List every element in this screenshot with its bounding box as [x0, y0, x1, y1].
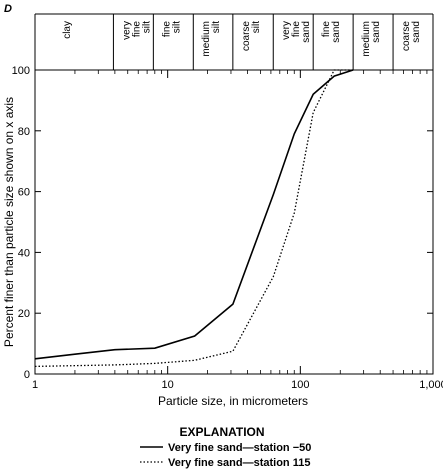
size-class-label: medium sand — [361, 21, 382, 57]
size-class-line: silt — [141, 21, 152, 33]
x-tick-label: 1 — [32, 379, 38, 391]
legend-label-1: Very fine sand—station −50 — [168, 442, 311, 454]
size-class-line: sand — [331, 21, 342, 43]
size-class-line: silt — [171, 21, 182, 33]
y-tick-label: 60 — [18, 187, 30, 199]
panel-label: D — [4, 3, 12, 15]
series-line-2 — [34, 69, 354, 368]
x-tick-label: 10 — [162, 379, 174, 391]
y-axis-title: Percent finer than particle size shown o… — [2, 97, 16, 347]
x-axis-title: Particle size, in micrometers — [158, 394, 308, 408]
size-class-line: sand — [411, 21, 422, 43]
size-class-line: coarse — [401, 21, 412, 51]
x-tick-label: 100 — [291, 379, 309, 391]
y-tick-label: 20 — [18, 308, 30, 320]
size-class-line: sand — [301, 21, 312, 43]
plot-frame — [34, 69, 434, 375]
size-class-line: very — [121, 21, 132, 40]
plot-axes: 1 10 100 1,000 0 20 40 60 80 100 — [12, 65, 443, 391]
legend-label-2: Very fine sand—station 115 — [168, 457, 310, 469]
size-class-label: clay — [62, 21, 73, 39]
y-tick-label: 80 — [18, 126, 30, 138]
size-class-label: coarse sand — [401, 21, 422, 51]
size-class-line: fine — [291, 21, 302, 38]
y-tick-label: 40 — [18, 247, 30, 259]
y-tick-label: 100 — [12, 65, 30, 77]
series-group — [34, 69, 354, 368]
y-tick-label: 0 — [24, 369, 30, 381]
series-line-1 — [34, 69, 354, 360]
size-class-label: coarse silt — [241, 21, 262, 51]
size-class-line: very — [281, 21, 292, 40]
size-class-label: very fine sand — [281, 21, 312, 43]
size-class-label: very fine silt — [121, 21, 152, 40]
size-class-line: coarse — [241, 21, 252, 51]
legend: Very fine sand—station −50 Very fine sand… — [140, 442, 311, 469]
size-class-band: clay very fine silt fine silt medium silt coarse… — [34, 13, 434, 70]
legend-title: EXPLANATION — [179, 425, 264, 439]
size-class-line: medium — [201, 21, 212, 57]
size-class-line: sand — [371, 21, 382, 43]
size-class-line: silt — [251, 21, 262, 33]
size-class-line: fine — [321, 21, 332, 38]
size-class-line: clay — [62, 21, 73, 39]
size-class-label: fine sand — [321, 21, 342, 43]
size-class-line: silt — [211, 21, 222, 33]
size-class-label: fine silt — [161, 21, 182, 38]
size-class-line: medium — [361, 21, 372, 57]
size-class-label: medium silt — [201, 21, 222, 57]
x-tick-label: 1,000 — [419, 379, 443, 391]
size-class-line: fine — [131, 21, 142, 38]
size-class-line: fine — [161, 21, 172, 38]
